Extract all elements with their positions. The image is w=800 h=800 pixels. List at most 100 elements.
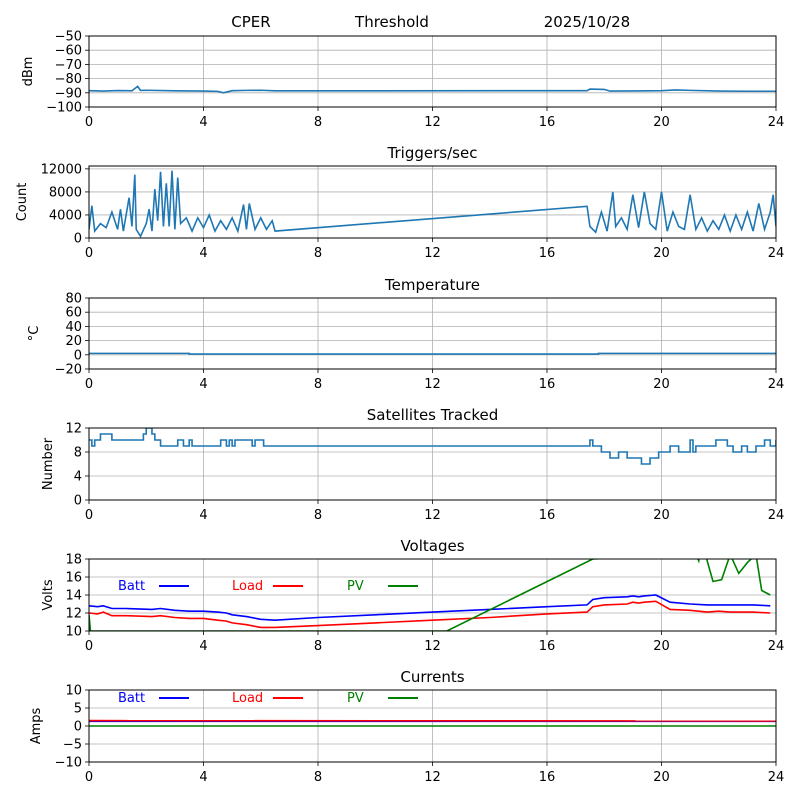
legend-label-batt: Batt: [118, 691, 145, 706]
axes-frame: [88, 297, 777, 370]
y-tick-label: 12: [65, 607, 82, 622]
x-tick-label: 16: [539, 508, 556, 523]
panel-2: 0 4 8 12 16 20 24 0 4000 8000 12000 Triggers/sec Cou…: [15, 144, 784, 261]
y-tick-label: 8: [74, 446, 82, 461]
x-tick-label: 16: [539, 377, 556, 392]
x-tick-label: 0: [85, 639, 93, 654]
x-tick-label: 4: [199, 508, 207, 523]
panel-4: 0 4 8 12 16 20 24 0 4 8 12 Satellites Tracked Number: [41, 406, 784, 523]
x-tick-label: 0: [85, 377, 93, 392]
x-tick-label: 20: [653, 246, 670, 261]
x-tick-label: 12: [424, 639, 441, 654]
y-tick-label: 5: [74, 702, 82, 717]
x-tick-label: 12: [424, 770, 441, 785]
x-tick-label: 20: [653, 770, 670, 785]
panel-1: 0 4 8 12 16 20 24 −50−60−70−80−90−100 dBm: [21, 30, 784, 131]
y-tick-label: 16: [65, 571, 82, 586]
x-tick-label: 4: [199, 115, 207, 130]
series-line-satellites: [89, 428, 776, 465]
header-station: CPER: [231, 13, 270, 31]
x-tick-label: 20: [653, 639, 670, 654]
legend-label-batt: Batt: [118, 579, 145, 594]
x-tick-label: 8: [314, 246, 322, 261]
y-tick-label: 18: [65, 553, 82, 568]
y-axis-label: °C: [27, 326, 42, 342]
y-tick-label: −5: [63, 738, 82, 753]
series-line-pv: [89, 559, 771, 631]
x-tick-label: 12: [424, 508, 441, 523]
x-tick-label: 0: [85, 246, 93, 261]
y-axis-label: dBm: [21, 57, 36, 87]
y-axis-label: Volts: [41, 579, 56, 611]
axes-frame: [88, 689, 777, 763]
axes-frame: [88, 427, 777, 501]
x-tick-label: 20: [653, 115, 670, 130]
y-tick-label: −10: [55, 756, 82, 771]
legend-label-pv: PV: [347, 691, 364, 706]
x-tick-label: 8: [314, 508, 322, 523]
x-tick-label: 8: [314, 377, 322, 392]
x-tick-label: 8: [314, 770, 322, 785]
x-tick-label: 16: [539, 115, 556, 130]
y-tick-label: −50: [55, 30, 82, 45]
legend-label-pv: PV: [347, 579, 364, 594]
x-tick-label: 12: [424, 377, 441, 392]
x-tick-label: 4: [199, 639, 207, 654]
panel-5: 0 4 8 12 16 20 24 10 12 14 16 18 Batt Load PV Voltages V…: [41, 537, 784, 654]
y-tick-label: 4: [74, 470, 82, 485]
y-tick-label: 0: [74, 494, 82, 509]
y-tick-label: 10: [65, 684, 82, 699]
x-tick-label: 8: [314, 639, 322, 654]
x-tick-label: 16: [539, 639, 556, 654]
series-line-temperature: [89, 352, 776, 355]
y-tick-label: 10: [65, 625, 82, 640]
y-tick-label: −100: [46, 101, 82, 116]
legend-label-load: Load: [232, 579, 263, 594]
y-axis-label: Count: [15, 183, 30, 222]
y-tick-label: −90: [55, 86, 82, 101]
x-tick-label: 4: [199, 377, 207, 392]
y-tick-label: 60: [65, 306, 82, 321]
axes-frame: [88, 165, 777, 239]
y-tick-label: 8000: [49, 185, 82, 200]
series-line-load: [89, 600, 771, 629]
y-tick-label: 0: [74, 348, 82, 363]
y-tick-label: 0: [74, 232, 82, 247]
x-tick-label: 24: [768, 115, 785, 130]
series-line-threshold: [89, 85, 776, 94]
x-tick-label: 24: [768, 246, 785, 261]
panel-title: Temperature: [384, 276, 480, 294]
panel-title: Voltages: [400, 537, 464, 555]
y-tick-label: 20: [65, 334, 82, 349]
x-tick-label: 0: [85, 770, 93, 785]
axes-frame: [88, 35, 777, 108]
y-tick-label: 14: [65, 589, 82, 604]
x-tick-label: 16: [539, 770, 556, 785]
x-tick-label: 8: [314, 115, 322, 130]
panel-6: 0 4 8 12 16 20 24 −10 −5 0 5 10 Batt Load PV Currents Am…: [29, 668, 784, 785]
x-tick-label: 4: [199, 770, 207, 785]
y-tick-label: 4000: [49, 208, 82, 223]
x-tick-label: 0: [85, 508, 93, 523]
y-tick-label: 12: [65, 422, 82, 437]
header-date: 2025/10/28: [544, 13, 630, 31]
x-tick-label: 12: [424, 115, 441, 130]
y-tick-label: 80: [65, 292, 82, 307]
y-tick-label: −60: [55, 44, 82, 59]
x-tick-label: 0: [85, 115, 93, 130]
x-tick-label: 24: [768, 639, 785, 654]
x-tick-label: 24: [768, 770, 785, 785]
series-line-triggers: [89, 170, 776, 238]
panel-title: Currents: [400, 668, 464, 686]
x-tick-label: 4: [199, 246, 207, 261]
series-line-batt: [89, 594, 771, 622]
x-tick-label: 16: [539, 246, 556, 261]
y-tick-label: −80: [55, 72, 82, 87]
legend-label-load: Load: [232, 691, 263, 706]
panel-title: Triggers/sec: [387, 144, 478, 162]
y-axis-label: Number: [41, 437, 56, 490]
x-tick-label: 12: [424, 246, 441, 261]
x-tick-label: 20: [653, 508, 670, 523]
